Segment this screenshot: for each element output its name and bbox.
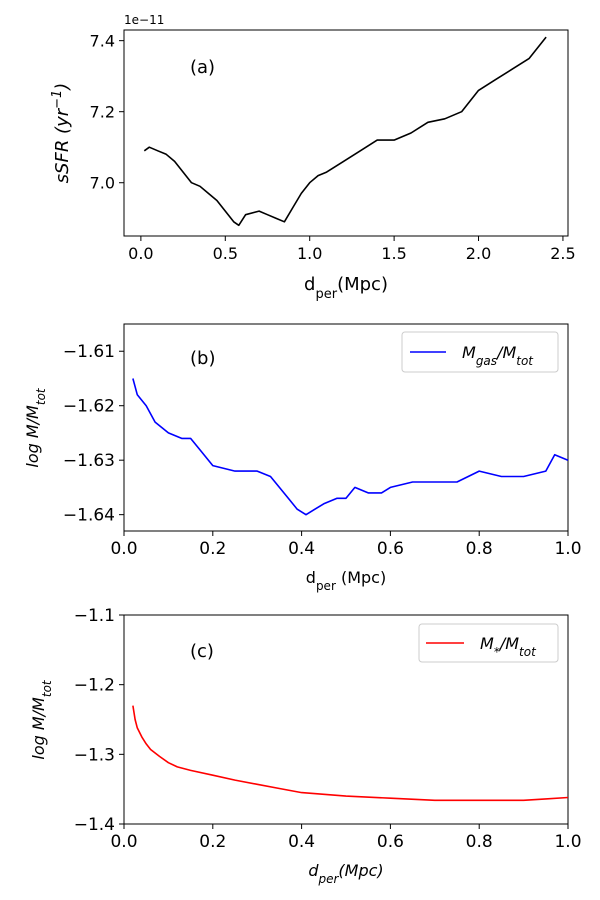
series-line	[143, 36, 547, 227]
x-tick-label: 1.0	[554, 832, 581, 852]
series-a	[143, 36, 547, 227]
x-tick-label: 1.5	[381, 244, 406, 263]
panel-a: 1e−11 (a) 0.0 0.5 1.0 1.5 2.0 2.5 7.0 7.2 7.4 dp…	[50, 13, 576, 302]
plot-area-c	[123, 614, 569, 825]
x-tick-label: 0.6	[377, 832, 404, 852]
y-tick-label: −1.4	[74, 815, 115, 835]
x-tick-label: 0.8	[466, 539, 493, 559]
y-tick-label: −1.62	[63, 397, 115, 417]
panel-label-c: (c)	[190, 641, 214, 662]
series-b	[132, 378, 569, 516]
y-tick-label: −1.63	[63, 451, 115, 471]
x-tick-label: 0.5	[213, 244, 238, 263]
x-tick-label: 1.0	[297, 244, 322, 263]
ticks-c: 0.0 0.2 0.4 0.6 0.8 1.0 −1.1 −1.2 −1.3 −1.4	[74, 606, 582, 852]
x-tick-label: 1.0	[554, 539, 581, 559]
legend-label-b: Mgas/Mtot	[462, 343, 534, 368]
y-tick-label: 7.0	[90, 174, 115, 193]
y-tick-label: −1.61	[63, 342, 115, 362]
y-axis-label-c: log M/Mtot	[29, 679, 54, 760]
y-offset-label: 1e−11	[124, 13, 164, 27]
legend-b: Mgas/Mtot	[401, 331, 559, 373]
panel-label-b: (b)	[190, 348, 215, 369]
x-tick-label: 0.2	[199, 539, 226, 559]
x-tick-label: 0.0	[110, 832, 137, 852]
series-line	[132, 378, 569, 516]
y-tick-label: −1.3	[74, 745, 115, 765]
panel-c: (c) 0.0 0.2 0.4 0.6 0.8 1.0 −1.1 −1.2 −1.3 −1.4 M…	[29, 606, 582, 886]
x-tick-label: 0.0	[128, 244, 153, 263]
legend-label-c: M*/Mtot	[480, 634, 537, 659]
x-axis-label-a: dper(Mpc)	[304, 274, 388, 302]
y-tick-label: 7.2	[90, 103, 115, 122]
x-tick-label: 2.0	[466, 244, 491, 263]
y-axis-label-b: log M/Mtot	[23, 387, 48, 468]
x-axis-label-b: dper (Mpc)	[306, 568, 386, 593]
panel-b: (b) 0.0 0.2 0.4 0.6 0.8 1.0 −1.61 −1.62 −1.63 −1.…	[23, 323, 582, 593]
y-axis-label-a: sSFR (yr−1)	[50, 83, 74, 184]
ticks-a: 0.0 0.5 1.0 1.5 2.0 2.5 7.0 7.2 7.4	[90, 32, 576, 263]
y-tick-label: −1.64	[63, 506, 115, 526]
panel-label-a: (a)	[190, 57, 215, 78]
legend-box-b	[401, 331, 559, 373]
x-axis-label-c: dper(Mpc)	[308, 861, 383, 886]
y-tick-label: −1.2	[74, 676, 115, 696]
x-tick-label: 0.4	[288, 539, 315, 559]
y-tick-label: 7.4	[90, 32, 115, 51]
plot-area-b	[123, 323, 569, 532]
plot-area-a	[123, 29, 569, 237]
legend-box-c	[418, 623, 559, 663]
x-tick-label: 0.4	[288, 832, 315, 852]
x-tick-label: 0.2	[199, 832, 226, 852]
x-tick-label: 0.0	[110, 539, 137, 559]
x-tick-label: 2.5	[550, 244, 575, 263]
series-line	[132, 705, 569, 802]
x-tick-label: 0.6	[377, 539, 404, 559]
legend-c: M*/Mtot	[418, 623, 559, 663]
x-tick-label: 0.8	[466, 832, 493, 852]
series-c	[132, 705, 569, 802]
ticks-b: 0.0 0.2 0.4 0.6 0.8 1.0 −1.61 −1.62 −1.63 −1.64	[63, 342, 582, 559]
y-tick-label: −1.1	[74, 606, 115, 626]
